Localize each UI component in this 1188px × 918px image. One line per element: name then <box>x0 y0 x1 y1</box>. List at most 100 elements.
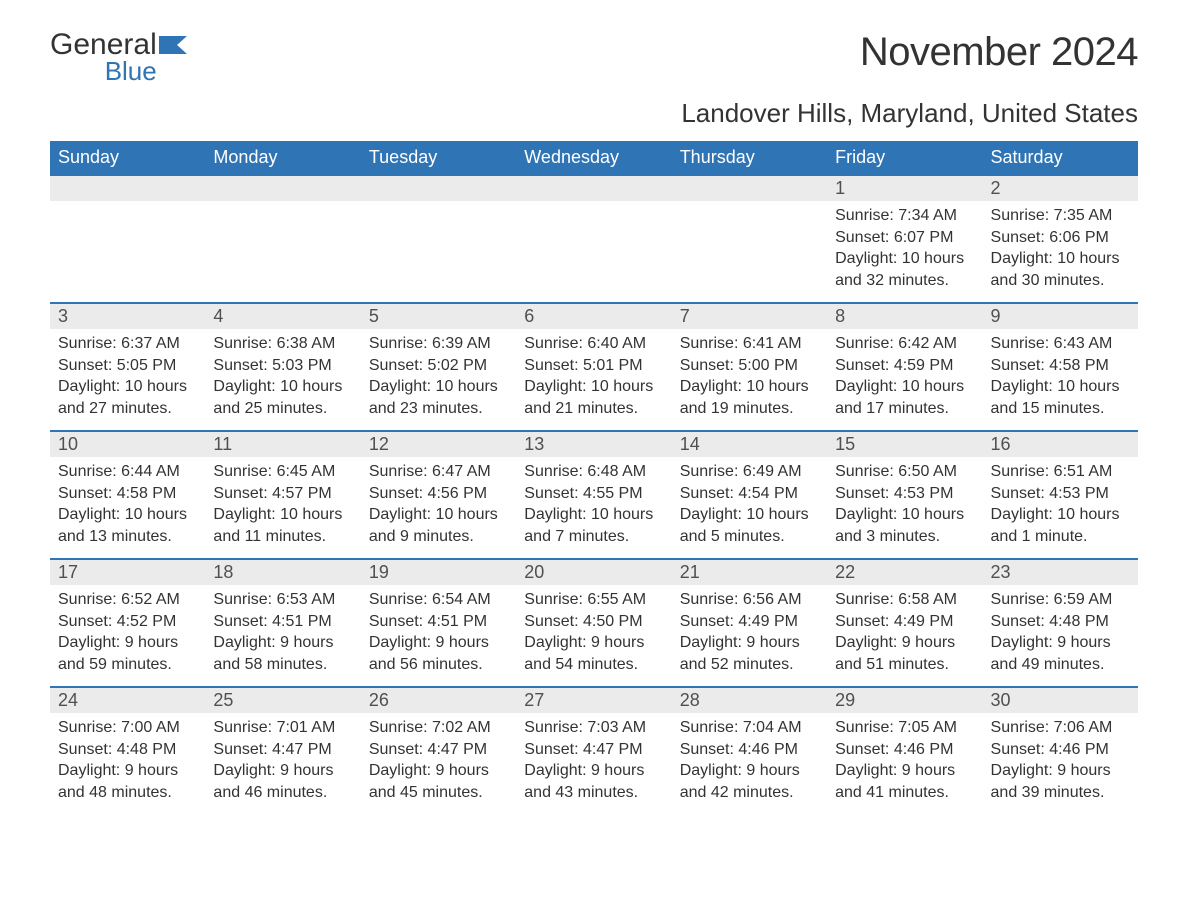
day-sunrise: Sunrise: 6:48 AM <box>524 461 663 483</box>
day-sunrise: Sunrise: 7:02 AM <box>369 717 508 739</box>
day-number: 28 <box>672 688 827 713</box>
day-sunrise: Sunrise: 6:38 AM <box>213 333 352 355</box>
day-number: 11 <box>205 432 360 457</box>
day-number: 21 <box>672 560 827 585</box>
calendar-cell: 1Sunrise: 7:34 AMSunset: 6:07 PMDaylight… <box>827 175 982 303</box>
day-sunrise: Sunrise: 7:00 AM <box>58 717 197 739</box>
day-sunrise: Sunrise: 7:06 AM <box>991 717 1130 739</box>
day-sunrise: Sunrise: 6:45 AM <box>213 461 352 483</box>
calendar-cell: 7Sunrise: 6:41 AMSunset: 5:00 PMDaylight… <box>672 303 827 431</box>
day-number-empty <box>361 176 516 201</box>
calendar-cell: 9Sunrise: 6:43 AMSunset: 4:58 PMDaylight… <box>983 303 1138 431</box>
calendar-cell: 25Sunrise: 7:01 AMSunset: 4:47 PMDayligh… <box>205 687 360 815</box>
day-body: Sunrise: 6:42 AMSunset: 4:59 PMDaylight:… <box>827 329 982 427</box>
day-number-empty <box>205 176 360 201</box>
day-number: 8 <box>827 304 982 329</box>
day-body: Sunrise: 6:48 AMSunset: 4:55 PMDaylight:… <box>516 457 671 555</box>
day-number: 6 <box>516 304 671 329</box>
day-number: 23 <box>983 560 1138 585</box>
day-sunrise: Sunrise: 6:50 AM <box>835 461 974 483</box>
day-daylight: Daylight: 9 hours and 45 minutes. <box>369 760 508 803</box>
day-sunset: Sunset: 4:52 PM <box>58 611 197 633</box>
day-daylight: Daylight: 10 hours and 32 minutes. <box>835 248 974 291</box>
day-sunset: Sunset: 6:07 PM <box>835 227 974 249</box>
day-daylight: Daylight: 9 hours and 59 minutes. <box>58 632 197 675</box>
day-sunset: Sunset: 4:51 PM <box>369 611 508 633</box>
day-daylight: Daylight: 9 hours and 52 minutes. <box>680 632 819 675</box>
day-sunset: Sunset: 5:00 PM <box>680 355 819 377</box>
calendar-cell: 19Sunrise: 6:54 AMSunset: 4:51 PMDayligh… <box>361 559 516 687</box>
day-number-empty <box>516 176 671 201</box>
day-sunset: Sunset: 4:47 PM <box>524 739 663 761</box>
calendar-week: 1Sunrise: 7:34 AMSunset: 6:07 PMDaylight… <box>50 175 1138 303</box>
day-daylight: Daylight: 9 hours and 54 minutes. <box>524 632 663 675</box>
day-body: Sunrise: 6:44 AMSunset: 4:58 PMDaylight:… <box>50 457 205 555</box>
day-body: Sunrise: 6:56 AMSunset: 4:49 PMDaylight:… <box>672 585 827 683</box>
day-body: Sunrise: 7:01 AMSunset: 4:47 PMDaylight:… <box>205 713 360 811</box>
day-sunset: Sunset: 4:49 PM <box>680 611 819 633</box>
day-daylight: Daylight: 9 hours and 56 minutes. <box>369 632 508 675</box>
day-daylight: Daylight: 9 hours and 42 minutes. <box>680 760 819 803</box>
day-body: Sunrise: 6:38 AMSunset: 5:03 PMDaylight:… <box>205 329 360 427</box>
day-daylight: Daylight: 10 hours and 23 minutes. <box>369 376 508 419</box>
day-sunset: Sunset: 4:54 PM <box>680 483 819 505</box>
day-sunrise: Sunrise: 7:03 AM <box>524 717 663 739</box>
weekday-header: Friday <box>827 141 982 175</box>
day-number: 25 <box>205 688 360 713</box>
day-body: Sunrise: 6:43 AMSunset: 4:58 PMDaylight:… <box>983 329 1138 427</box>
day-daylight: Daylight: 9 hours and 48 minutes. <box>58 760 197 803</box>
day-sunrise: Sunrise: 6:41 AM <box>680 333 819 355</box>
weekday-header: Saturday <box>983 141 1138 175</box>
calendar-cell <box>516 175 671 303</box>
weekday-header: Sunday <box>50 141 205 175</box>
day-sunset: Sunset: 4:56 PM <box>369 483 508 505</box>
calendar-cell: 18Sunrise: 6:53 AMSunset: 4:51 PMDayligh… <box>205 559 360 687</box>
day-body: Sunrise: 6:50 AMSunset: 4:53 PMDaylight:… <box>827 457 982 555</box>
day-sunset: Sunset: 4:59 PM <box>835 355 974 377</box>
brand-flag-icon <box>159 36 187 56</box>
day-daylight: Daylight: 10 hours and 7 minutes. <box>524 504 663 547</box>
calendar-table: SundayMondayTuesdayWednesdayThursdayFrid… <box>50 141 1138 815</box>
day-number: 13 <box>516 432 671 457</box>
day-daylight: Daylight: 10 hours and 19 minutes. <box>680 376 819 419</box>
day-number: 15 <box>827 432 982 457</box>
weekday-header-row: SundayMondayTuesdayWednesdayThursdayFrid… <box>50 141 1138 175</box>
day-body: Sunrise: 6:45 AMSunset: 4:57 PMDaylight:… <box>205 457 360 555</box>
day-sunset: Sunset: 4:58 PM <box>991 355 1130 377</box>
day-number: 10 <box>50 432 205 457</box>
day-sunrise: Sunrise: 7:35 AM <box>991 205 1130 227</box>
day-daylight: Daylight: 10 hours and 15 minutes. <box>991 376 1130 419</box>
day-number: 9 <box>983 304 1138 329</box>
calendar-cell: 17Sunrise: 6:52 AMSunset: 4:52 PMDayligh… <box>50 559 205 687</box>
day-sunset: Sunset: 6:06 PM <box>991 227 1130 249</box>
calendar-cell: 14Sunrise: 6:49 AMSunset: 4:54 PMDayligh… <box>672 431 827 559</box>
day-body: Sunrise: 6:53 AMSunset: 4:51 PMDaylight:… <box>205 585 360 683</box>
day-number: 20 <box>516 560 671 585</box>
day-number: 29 <box>827 688 982 713</box>
day-body: Sunrise: 6:37 AMSunset: 5:05 PMDaylight:… <box>50 329 205 427</box>
calendar-cell: 6Sunrise: 6:40 AMSunset: 5:01 PMDaylight… <box>516 303 671 431</box>
day-body: Sunrise: 7:04 AMSunset: 4:46 PMDaylight:… <box>672 713 827 811</box>
day-sunrise: Sunrise: 6:42 AM <box>835 333 974 355</box>
location-title: Landover Hills, Maryland, United States <box>50 98 1138 129</box>
calendar-cell: 24Sunrise: 7:00 AMSunset: 4:48 PMDayligh… <box>50 687 205 815</box>
day-number: 17 <box>50 560 205 585</box>
calendar-cell: 13Sunrise: 6:48 AMSunset: 4:55 PMDayligh… <box>516 431 671 559</box>
day-body: Sunrise: 6:41 AMSunset: 5:00 PMDaylight:… <box>672 329 827 427</box>
calendar-cell: 23Sunrise: 6:59 AMSunset: 4:48 PMDayligh… <box>983 559 1138 687</box>
day-sunset: Sunset: 4:47 PM <box>369 739 508 761</box>
calendar-cell: 20Sunrise: 6:55 AMSunset: 4:50 PMDayligh… <box>516 559 671 687</box>
day-sunrise: Sunrise: 6:43 AM <box>991 333 1130 355</box>
day-sunrise: Sunrise: 6:54 AM <box>369 589 508 611</box>
day-sunrise: Sunrise: 6:59 AM <box>991 589 1130 611</box>
calendar-cell: 28Sunrise: 7:04 AMSunset: 4:46 PMDayligh… <box>672 687 827 815</box>
day-sunset: Sunset: 4:51 PM <box>213 611 352 633</box>
day-number: 2 <box>983 176 1138 201</box>
day-sunrise: Sunrise: 7:05 AM <box>835 717 974 739</box>
day-body: Sunrise: 6:55 AMSunset: 4:50 PMDaylight:… <box>516 585 671 683</box>
day-daylight: Daylight: 10 hours and 13 minutes. <box>58 504 197 547</box>
day-number: 22 <box>827 560 982 585</box>
day-sunset: Sunset: 4:53 PM <box>991 483 1130 505</box>
day-daylight: Daylight: 9 hours and 49 minutes. <box>991 632 1130 675</box>
calendar-cell: 29Sunrise: 7:05 AMSunset: 4:46 PMDayligh… <box>827 687 982 815</box>
